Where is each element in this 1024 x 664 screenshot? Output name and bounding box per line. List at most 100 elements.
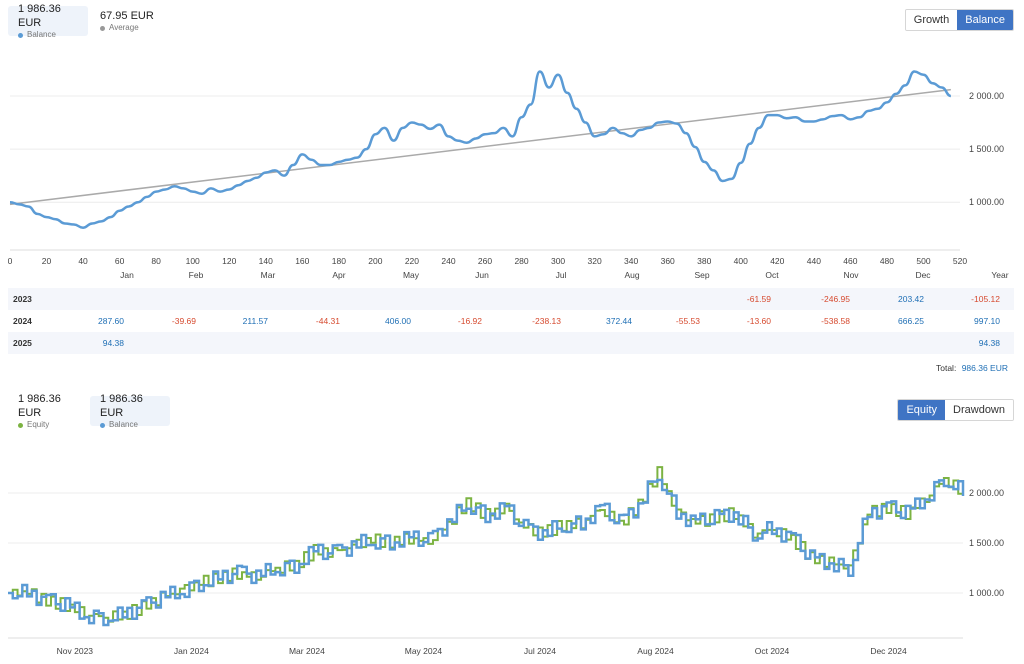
x-tick-label: 500 (916, 256, 930, 266)
x-tick-label: 120 (222, 256, 236, 266)
table-cell[interactable]: 94.38 (978, 338, 1000, 348)
x-tick-label: 0 (8, 256, 13, 266)
y-tick-label: 1 500.00 (969, 144, 1004, 154)
dot-icon (18, 32, 23, 38)
x-tick-label: Jan 2024 (174, 646, 209, 656)
total-value: 986.36 EUR (961, 363, 1008, 373)
x-tick-label: Nov 2023 (57, 646, 94, 656)
legend-equity-bottom[interactable]: 1 986.36 EUR Equity (8, 393, 88, 429)
month-header-label: Mar (261, 270, 276, 280)
table-cell[interactable]: -55.53 (675, 316, 700, 326)
x-tick-label: 520 (953, 256, 967, 266)
table-cell[interactable]: 997.10 (974, 316, 1000, 326)
balance-chart: 1 000.00 1 500.00 2 000.00 0 20 40 60 80 100 120 1… (8, 70, 1004, 266)
balance-line (8, 478, 965, 627)
legend-value: 1 986.36 EUR (18, 393, 61, 419)
dot-icon (100, 422, 105, 428)
legend-value: 67.95 EUR (100, 10, 154, 22)
total-label: Total: (935, 363, 957, 373)
table-cell[interactable]: -16.92 (457, 316, 482, 326)
month-header-label: Oct (765, 270, 779, 280)
x-tick-label: Dec 2024 (870, 646, 907, 656)
growth-button[interactable]: Growth (905, 10, 958, 30)
table-row: 2024 287.60 -39.69 211.57 -44.31 406.00 -16.92… (8, 310, 1014, 332)
x-tick-label: 320 (588, 256, 602, 266)
legend-value: 1 986.36 EUR (100, 393, 143, 419)
x-tick-label: 180 (332, 256, 346, 266)
x-tick-label: 460 (843, 256, 857, 266)
table-cell[interactable]: 666.25 (898, 316, 924, 326)
dot-icon (18, 422, 23, 428)
table-cell[interactable]: -246.95 (821, 294, 850, 304)
table-cell[interactable]: 211.57 (242, 316, 268, 326)
table-cell[interactable]: -105.12 (971, 294, 1000, 304)
x-tick-label: 440 (807, 256, 821, 266)
x-tick-label: May 2024 (405, 646, 443, 656)
x-tick-label: 160 (295, 256, 309, 266)
year-label: 2023 (13, 294, 32, 304)
x-tick-label: 20 (42, 256, 52, 266)
table-cell[interactable]: -238.13 (532, 316, 561, 326)
average-line (9, 88, 951, 206)
year-label: 2024 (13, 316, 32, 326)
top-toggle: Growth Balance (904, 9, 1014, 31)
table-cell[interactable]: -39.69 (171, 316, 196, 326)
month-header-label: Jan (120, 270, 134, 280)
legend-label: Equity (27, 420, 50, 429)
x-tick-label: 80 (151, 256, 161, 266)
total-row: Total: 986.36 EUR (936, 363, 1008, 373)
table-row: 2025 94.38 94.38 (8, 332, 1014, 354)
x-tick-label: Oct 2024 (755, 646, 790, 656)
x-tick-label: Jul 2024 (524, 646, 556, 656)
x-tick-label: 100 (186, 256, 200, 266)
month-header-label: Year (991, 270, 1008, 280)
y-tick-label: 1 000.00 (969, 197, 1004, 207)
legend-balance-bottom[interactable]: 1 986.36 EUR Balance (90, 393, 170, 429)
month-header-label: Feb (189, 270, 204, 280)
x-tick-label: 300 (551, 256, 565, 266)
drawdown-button[interactable]: Drawdown (945, 400, 1013, 420)
table-cell[interactable]: 406.00 (385, 316, 411, 326)
month-header-label: Nov (843, 270, 859, 280)
x-tick-label: 340 (624, 256, 638, 266)
y-tick-label: 1 000.00 (969, 588, 1004, 598)
x-tick-label: 400 (734, 256, 748, 266)
legend-label: Balance (27, 30, 56, 39)
equity-button[interactable]: Equity (898, 400, 946, 420)
table-cell[interactable]: 203.42 (898, 294, 924, 304)
month-header-label: Dec (915, 270, 931, 280)
x-tick-label: 280 (514, 256, 528, 266)
y-tick-label: 2 000.00 (969, 488, 1004, 498)
month-header: Jan Feb Mar Apr May Jun Jul Aug Sep Oct Nov Dec Year (120, 270, 1009, 280)
legend-value: 1 986.36 EUR (18, 3, 61, 29)
table-cell[interactable]: 287.60 (98, 316, 124, 326)
x-tick-label: 220 (405, 256, 419, 266)
dot-icon (100, 25, 105, 31)
table-row: 2023 -61.59 -246.95 203.42 -105.12 (8, 288, 1014, 310)
x-tick-label: 60 (115, 256, 125, 266)
x-tick-label: 240 (441, 256, 455, 266)
table-cell[interactable]: -44.31 (315, 316, 340, 326)
month-header-label: Jul (556, 270, 567, 280)
year-label: 2025 (13, 338, 32, 348)
x-tick-label: 420 (770, 256, 784, 266)
legend-label: Balance (109, 420, 138, 429)
legend-average-top[interactable]: 67.95 EUR Average (90, 6, 170, 36)
month-header-label: Jun (475, 270, 489, 280)
x-tick-label: 360 (661, 256, 675, 266)
balance-button[interactable]: Balance (957, 10, 1013, 30)
month-header-label: May (403, 270, 420, 280)
table-cell[interactable]: -61.59 (746, 294, 771, 304)
x-tick-label: 480 (880, 256, 894, 266)
table-cell[interactable]: 94.38 (102, 338, 124, 348)
balance-line (9, 70, 952, 229)
table-cell[interactable]: 372.44 (606, 316, 632, 326)
table-cell[interactable]: -538.58 (821, 316, 850, 326)
x-tick-label: 260 (478, 256, 492, 266)
x-tick-label: Aug 2024 (637, 646, 674, 656)
legend-balance-top[interactable]: 1 986.36 EUR Balance (8, 3, 88, 39)
month-header-label: Apr (332, 270, 345, 280)
bottom-toggle: Equity Drawdown (897, 399, 1014, 421)
x-tick-label: 40 (78, 256, 88, 266)
table-cell[interactable]: -13.60 (746, 316, 771, 326)
